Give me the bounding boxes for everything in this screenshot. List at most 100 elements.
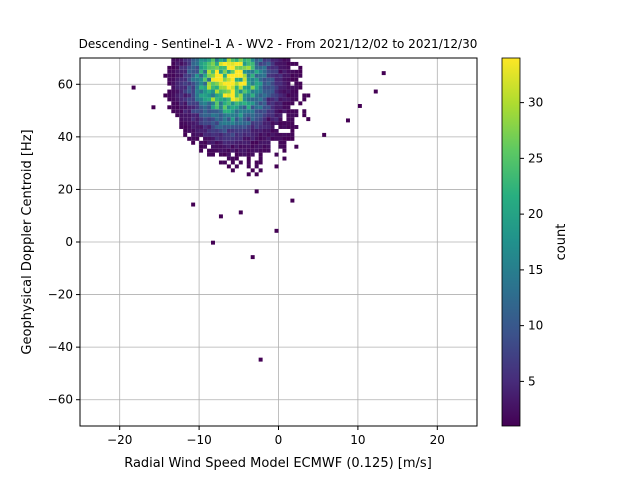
histogram-bin bbox=[183, 128, 188, 133]
histogram-bin bbox=[250, 58, 255, 62]
histogram-bin bbox=[246, 69, 251, 74]
histogram-bin bbox=[242, 140, 247, 145]
histogram-bin bbox=[218, 128, 223, 133]
histogram-bin bbox=[246, 136, 251, 141]
histogram-bin bbox=[242, 101, 247, 106]
histogram-bin bbox=[286, 61, 291, 66]
histogram-bin bbox=[294, 81, 299, 86]
histogram-bin bbox=[246, 89, 251, 94]
histogram-bin bbox=[214, 113, 219, 118]
histogram-bin bbox=[246, 132, 251, 137]
histogram-bin bbox=[266, 148, 271, 153]
histogram-bin bbox=[258, 73, 263, 78]
histogram-bin bbox=[250, 81, 255, 86]
histogram-bin bbox=[286, 97, 291, 102]
histogram-bin bbox=[218, 77, 223, 82]
histogram-bin bbox=[226, 89, 231, 94]
histogram-bin bbox=[238, 113, 243, 118]
histogram-bin bbox=[274, 132, 279, 137]
histogram-bin bbox=[270, 65, 275, 70]
histogram-bin bbox=[262, 136, 267, 141]
x-tick-label: 10 bbox=[350, 433, 365, 447]
histogram-bin bbox=[226, 136, 231, 141]
histogram-bin bbox=[242, 125, 247, 129]
histogram-bin bbox=[171, 101, 176, 106]
colorbar-tick-label: 30 bbox=[528, 96, 543, 110]
histogram-bin bbox=[211, 93, 215, 98]
histogram-bin bbox=[183, 97, 188, 102]
histogram-bin bbox=[207, 85, 212, 90]
histogram-bin bbox=[238, 73, 243, 78]
histogram-bin bbox=[266, 93, 271, 98]
histogram-bin bbox=[294, 97, 299, 102]
histogram-bin bbox=[187, 58, 192, 62]
histogram-bin bbox=[258, 77, 263, 82]
histogram-bin bbox=[258, 97, 263, 102]
histogram-bin bbox=[262, 132, 267, 137]
histogram-bin bbox=[246, 97, 251, 102]
histogram-bin bbox=[211, 136, 215, 141]
histogram-bin bbox=[179, 117, 184, 122]
histogram-bin bbox=[195, 101, 200, 106]
histogram-bin bbox=[234, 58, 239, 62]
histogram-bin bbox=[278, 117, 283, 122]
histogram-bin bbox=[250, 97, 255, 102]
histogram-bin bbox=[187, 101, 192, 106]
histogram-bin bbox=[322, 132, 327, 137]
histogram-bin bbox=[274, 97, 279, 102]
histogram-bin bbox=[254, 97, 259, 102]
histogram-bin bbox=[211, 117, 215, 122]
histogram-bin bbox=[199, 144, 204, 149]
histogram-bin bbox=[298, 101, 303, 106]
histogram-bin bbox=[278, 73, 283, 78]
histogram-bin bbox=[218, 61, 223, 66]
histogram-bin bbox=[187, 89, 192, 94]
histogram-bin bbox=[195, 113, 200, 118]
histogram-bin bbox=[278, 61, 283, 66]
histogram-bin bbox=[254, 89, 259, 94]
histogram-bin bbox=[238, 81, 243, 86]
histogram-bin bbox=[187, 69, 192, 74]
histogram-bin bbox=[195, 128, 200, 133]
histogram-bin bbox=[254, 148, 259, 153]
histogram-bin bbox=[238, 144, 243, 149]
histogram-bin bbox=[258, 160, 263, 165]
histogram-bin bbox=[203, 61, 208, 66]
histogram-bin bbox=[203, 105, 208, 110]
histogram-bin bbox=[258, 148, 263, 153]
histogram-bin bbox=[222, 65, 227, 70]
histogram-bin bbox=[191, 101, 196, 106]
histogram-bin bbox=[290, 89, 295, 94]
histogram-bin bbox=[187, 93, 192, 98]
histogram-bin bbox=[179, 121, 184, 126]
histogram-bin bbox=[230, 61, 235, 66]
histogram-bin bbox=[238, 97, 243, 102]
histogram-bin bbox=[214, 117, 219, 122]
histogram-bin bbox=[270, 132, 275, 137]
histogram-bin bbox=[222, 89, 227, 94]
histogram-bin bbox=[226, 85, 231, 90]
histogram-bin bbox=[199, 128, 204, 133]
histogram-bin bbox=[286, 121, 291, 126]
histogram-bin bbox=[183, 93, 188, 98]
histogram-bin bbox=[171, 65, 176, 70]
histogram-bin bbox=[234, 148, 239, 153]
histogram-bin bbox=[242, 117, 247, 122]
histogram-bin bbox=[258, 136, 263, 141]
histogram-bin bbox=[274, 117, 279, 122]
histogram-bin bbox=[226, 164, 231, 169]
histogram-bin bbox=[207, 81, 212, 86]
histogram-bin bbox=[203, 117, 208, 122]
histogram-bin bbox=[226, 97, 231, 102]
histogram-bin bbox=[195, 85, 200, 90]
histogram-bin bbox=[270, 85, 275, 90]
histogram-bin bbox=[290, 77, 295, 82]
histogram-bin bbox=[250, 128, 255, 133]
histogram-bin bbox=[183, 69, 188, 74]
histogram-bin bbox=[250, 105, 255, 110]
histogram-bin bbox=[195, 117, 200, 122]
histogram-bin bbox=[187, 121, 192, 126]
histogram-bin bbox=[218, 97, 223, 102]
histogram-bin bbox=[226, 77, 231, 82]
histogram-bin bbox=[250, 69, 255, 74]
